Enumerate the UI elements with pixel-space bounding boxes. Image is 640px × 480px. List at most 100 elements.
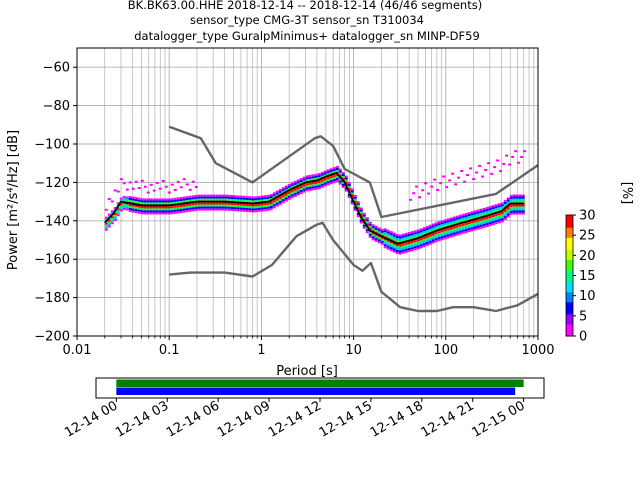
psd-cell (350, 200, 354, 203)
psd-cell (407, 241, 411, 244)
psd-cell (233, 205, 237, 208)
psd-cell (437, 227, 441, 230)
psd-cell (284, 189, 288, 192)
psd-cell (224, 202, 228, 205)
psd-cell (212, 208, 216, 211)
psd-cell (464, 214, 468, 217)
psd-cell (440, 238, 444, 241)
psd-cell (512, 204, 516, 207)
psd-cell (110, 222, 114, 225)
psd-cell (425, 231, 429, 234)
psd-cell (470, 211, 474, 214)
psd-cell (428, 234, 432, 237)
psd-cell (494, 216, 498, 219)
psd-cell (224, 198, 228, 201)
psd-cell (458, 218, 462, 221)
psd-cell (488, 224, 492, 227)
psd-cell (155, 200, 159, 203)
time-tick-label: 12-14 21 (419, 398, 477, 440)
psd-cell (290, 184, 294, 187)
psd-cell (485, 206, 489, 209)
psd-cell (455, 215, 459, 218)
psd-cell (398, 244, 402, 247)
psd-cell (425, 237, 429, 240)
psd-cell (401, 245, 405, 248)
colorbar-tick-label: 15 (579, 269, 596, 284)
psd-outlier-cell (125, 188, 129, 191)
psd-cell (443, 219, 447, 222)
colorbar-segment (566, 261, 573, 264)
psd-cell (176, 205, 180, 208)
psd-cell (230, 207, 234, 210)
psd-cell (443, 231, 447, 234)
psd-cell (440, 232, 444, 235)
psd-cell (434, 234, 438, 237)
psd-cell (275, 202, 279, 205)
psd-cell (398, 234, 402, 237)
psd-cell (245, 200, 249, 203)
psd-cell (407, 237, 411, 240)
psd-cell (239, 205, 243, 208)
psd-cell (257, 209, 261, 212)
psd-cell (434, 240, 438, 243)
psd-cell (407, 249, 411, 252)
psd-cell (122, 205, 126, 208)
colorbar-label: [%] (619, 182, 634, 205)
psd-cell (452, 226, 456, 229)
psd-cell (284, 187, 288, 190)
psd-cell (365, 229, 369, 232)
psd-cell (113, 213, 117, 216)
psd-cell (260, 209, 264, 212)
psd-cell (473, 226, 477, 229)
psd-outlier-cell (131, 187, 135, 190)
psd-cell (176, 211, 180, 214)
psd-cell (170, 202, 174, 205)
psd-cell (146, 200, 150, 203)
psd-cell (488, 210, 492, 213)
psd-cell (347, 188, 351, 191)
psd-cell (428, 236, 432, 239)
psd-cell (425, 243, 429, 246)
psd-cell (146, 198, 150, 201)
psd-cell (302, 178, 306, 181)
colorbar-segment (566, 275, 573, 279)
psd-cell (272, 200, 276, 203)
psd-cell (452, 234, 456, 237)
psd-cell (203, 202, 207, 205)
psd-cell (221, 194, 225, 197)
psd-cell (167, 206, 171, 209)
psd-cell (308, 178, 312, 181)
colorbar-segment (566, 225, 573, 228)
psd-cell (227, 204, 231, 207)
psd-cell (494, 214, 498, 217)
psd-cell (116, 210, 120, 213)
y-tick-label: −140 (34, 214, 70, 229)
psd-cell (209, 206, 213, 209)
psd-cell (308, 184, 312, 187)
colorbar-segment (566, 273, 573, 277)
psd-cell (233, 203, 237, 206)
psd-cell (233, 209, 237, 212)
psd-cell (236, 209, 240, 212)
psd-cell (473, 210, 477, 213)
psd-cell (365, 221, 369, 224)
psd-cell (371, 238, 375, 241)
psd-cell (509, 200, 513, 203)
mode-line (104, 171, 524, 245)
psd-cell (209, 208, 213, 211)
psd-outlier-cell (185, 183, 189, 186)
psd-cell (311, 184, 315, 187)
psd-cell (383, 230, 387, 233)
psd-cell (470, 223, 474, 226)
psd-cell (329, 168, 333, 171)
psd-cell (275, 198, 279, 201)
psd-cell (209, 204, 213, 207)
psd-cell (350, 194, 354, 197)
psd-cell (281, 197, 285, 200)
psd-cell (512, 212, 516, 215)
psd-cell (170, 212, 174, 215)
psd-cell (278, 190, 282, 193)
psd-cell (152, 208, 156, 211)
psd-cell (239, 199, 243, 202)
psd-cell (218, 202, 222, 205)
